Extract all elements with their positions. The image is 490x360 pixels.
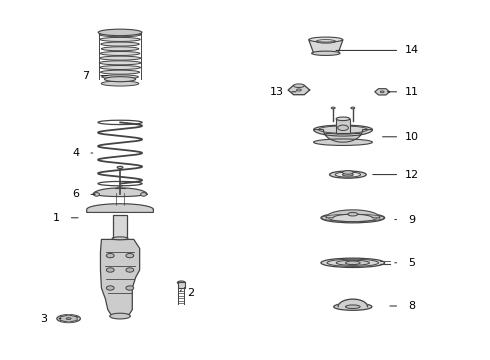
- Ellipse shape: [296, 89, 301, 91]
- Ellipse shape: [314, 139, 372, 145]
- Text: 10: 10: [405, 132, 418, 142]
- Ellipse shape: [328, 214, 377, 222]
- Ellipse shape: [98, 29, 142, 36]
- Polygon shape: [87, 204, 153, 212]
- Ellipse shape: [331, 107, 335, 109]
- Ellipse shape: [336, 117, 350, 121]
- Ellipse shape: [335, 172, 361, 177]
- Text: 4: 4: [73, 148, 79, 158]
- Ellipse shape: [99, 33, 141, 37]
- Ellipse shape: [126, 253, 134, 258]
- Ellipse shape: [177, 281, 185, 284]
- Ellipse shape: [338, 125, 348, 130]
- Ellipse shape: [106, 286, 114, 290]
- Text: 12: 12: [405, 170, 418, 180]
- Ellipse shape: [126, 268, 134, 272]
- Ellipse shape: [126, 286, 134, 290]
- Ellipse shape: [351, 107, 355, 109]
- Ellipse shape: [101, 81, 139, 86]
- Ellipse shape: [112, 237, 128, 240]
- Polygon shape: [338, 299, 368, 307]
- Text: 5: 5: [408, 258, 415, 268]
- Ellipse shape: [102, 75, 138, 79]
- Bar: [113, 215, 127, 238]
- Ellipse shape: [141, 193, 147, 196]
- Ellipse shape: [99, 61, 141, 65]
- Ellipse shape: [100, 70, 140, 74]
- Ellipse shape: [312, 51, 340, 55]
- Ellipse shape: [329, 171, 367, 178]
- Text: 7: 7: [82, 71, 89, 81]
- Text: 14: 14: [405, 45, 418, 55]
- Ellipse shape: [117, 166, 123, 168]
- Bar: [178, 282, 185, 288]
- Ellipse shape: [334, 303, 372, 310]
- Polygon shape: [93, 188, 147, 197]
- Text: 1: 1: [53, 213, 60, 223]
- Ellipse shape: [309, 37, 343, 42]
- Ellipse shape: [314, 125, 372, 134]
- Ellipse shape: [94, 193, 99, 196]
- Text: 13: 13: [270, 87, 284, 97]
- Ellipse shape: [100, 51, 140, 55]
- Ellipse shape: [110, 313, 130, 319]
- Polygon shape: [288, 85, 310, 95]
- Polygon shape: [326, 210, 380, 218]
- Ellipse shape: [99, 66, 141, 69]
- Ellipse shape: [345, 261, 360, 265]
- Text: 2: 2: [188, 288, 195, 298]
- Polygon shape: [309, 40, 343, 53]
- Ellipse shape: [57, 315, 80, 323]
- Text: 3: 3: [41, 314, 48, 324]
- Ellipse shape: [66, 318, 71, 320]
- Ellipse shape: [321, 213, 385, 223]
- Ellipse shape: [336, 260, 369, 265]
- Ellipse shape: [343, 171, 353, 174]
- Ellipse shape: [327, 259, 379, 266]
- Text: 9: 9: [408, 215, 415, 225]
- Polygon shape: [375, 89, 390, 95]
- Ellipse shape: [343, 173, 353, 176]
- Ellipse shape: [294, 84, 304, 87]
- Ellipse shape: [345, 305, 360, 309]
- Ellipse shape: [348, 212, 358, 216]
- Polygon shape: [100, 239, 140, 315]
- Ellipse shape: [380, 91, 384, 93]
- Text: 8: 8: [408, 301, 415, 311]
- Bar: [336, 119, 350, 133]
- Ellipse shape: [100, 37, 140, 41]
- Polygon shape: [314, 130, 372, 142]
- Text: 6: 6: [73, 189, 79, 199]
- Ellipse shape: [101, 42, 139, 46]
- Ellipse shape: [106, 268, 114, 272]
- Ellipse shape: [321, 258, 385, 267]
- Ellipse shape: [101, 47, 139, 51]
- Ellipse shape: [104, 77, 136, 82]
- Polygon shape: [60, 315, 77, 322]
- Ellipse shape: [106, 253, 114, 258]
- Text: 11: 11: [405, 87, 418, 97]
- Ellipse shape: [99, 56, 141, 60]
